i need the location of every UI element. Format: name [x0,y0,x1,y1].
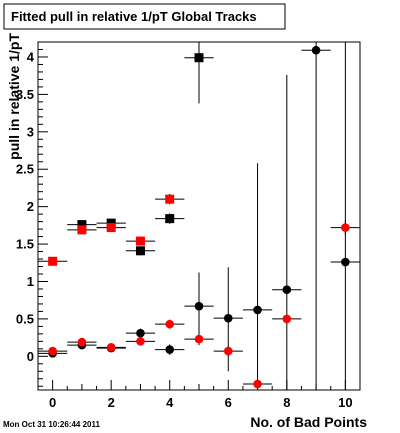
data-point-circle [253,305,262,315]
data-point-circle [136,328,145,338]
data-point-circle [165,319,175,329]
y-tick-label: 3 [27,124,34,139]
y-tick-label: 3.5 [16,87,34,102]
data-point-square [135,246,145,256]
series-2 [38,42,360,390]
x-tick-label: 4 [166,395,174,410]
x-axis-tick-labels: 0 2 4 6 8 10 [49,395,353,410]
data-point-circle [311,45,321,55]
data-point-square [77,225,87,235]
y-tick-label: 0.5 [16,311,34,326]
series-0 [67,42,214,256]
y-tick-label: 1 [27,274,34,289]
series-3 [38,220,360,390]
x-tick-label: 8 [283,395,290,410]
y-tick-label: 2 [27,199,34,214]
data-point-square [48,256,58,266]
data-point-circle [77,337,87,347]
y-axis-label: pull in relative 1/pT [6,33,22,160]
data-point-circle [282,314,292,324]
data-point-circle [282,285,292,295]
data-point-circle [341,257,350,267]
data-point-circle [165,345,175,354]
y-axis-tick-labels: 0 0.5 1 1.5 2 2.5 3 3.5 4 [16,49,35,363]
title-frame [3,3,286,30]
y-tick-label: 1.5 [16,237,34,252]
data-point-circle [223,313,233,323]
y-tick-label: 2.5 [16,162,34,177]
data-point-circle [223,346,233,356]
chart-title: Fitted pull in relative 1/pT Global Trac… [11,9,257,24]
data-point-circle [253,379,262,389]
data-point-square [194,53,204,63]
data-point-square [165,214,175,224]
x-tick-label: 6 [225,395,232,410]
data-point-circle [194,334,204,344]
y-tick-label: 4 [27,49,35,64]
data-point-circle [106,343,116,352]
data-point-square [77,220,87,230]
timestamp-label: Mon Oct 31 10:26:44 2011 [3,420,100,429]
data-point-square [106,223,116,233]
series-1 [38,193,185,266]
data-point-square [165,194,175,204]
x-tick-label: 0 [49,395,56,410]
data-markers [38,42,360,390]
data-point-circle [136,337,145,346]
data-point-circle [194,301,204,311]
title-box: Fitted pull in relative 1/pT Global Trac… [3,3,286,30]
data-point-circle [48,346,57,356]
y-axis-ticks [38,41,48,387]
x-axis-label: No. of Bad Points [250,414,367,430]
y-tick-label: 0 [27,349,34,364]
data-point-square [135,236,145,246]
x-axis-ticks [37,380,361,390]
x-tick-label: 2 [108,395,115,410]
data-point-circle [341,223,350,232]
x-tick-label: 10 [338,395,352,410]
